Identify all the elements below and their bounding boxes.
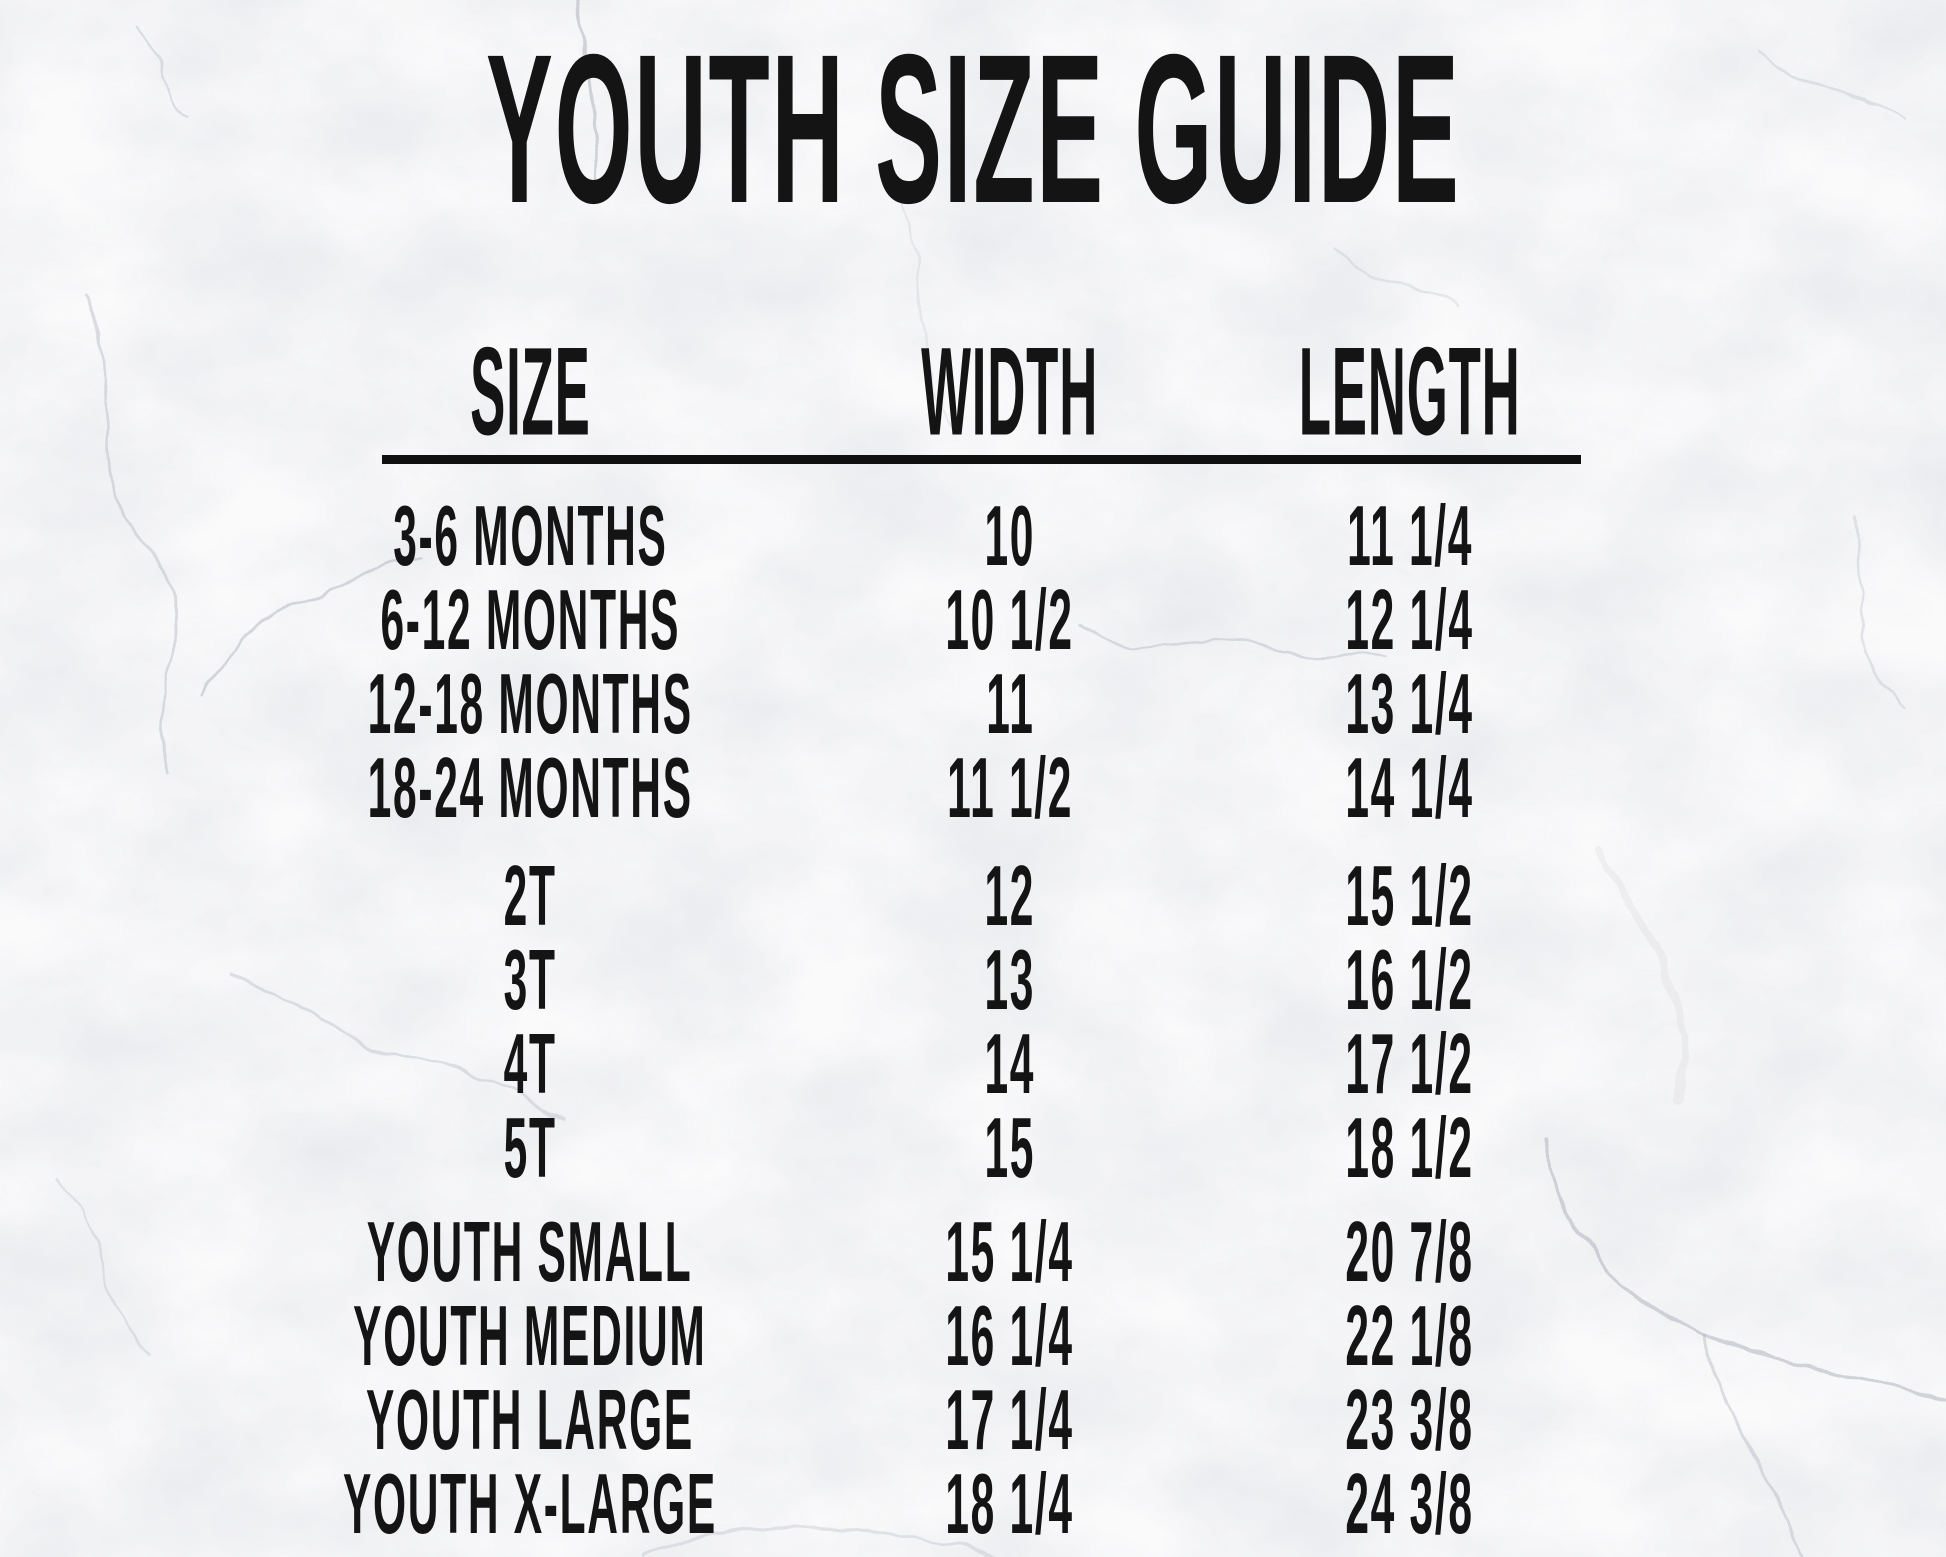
size-cell: 6-12 MONTHS xyxy=(380,572,680,668)
column-header-width: WIDTH xyxy=(921,320,1099,462)
width-cell: 14 xyxy=(984,1016,1036,1112)
size-cell: YOUTH LARGE xyxy=(365,1372,695,1468)
table-row: 5T 15 18 1/2 xyxy=(250,1100,1610,1196)
length-cell: 20 7/8 xyxy=(1345,1204,1475,1300)
row-group-toddler: 2T 12 15 1/2 3T 13 16 1/2 4T 14 17 1/2 5… xyxy=(250,848,1610,1196)
length-cell: 15 1/2 xyxy=(1345,848,1475,944)
header-divider-line xyxy=(382,455,1581,464)
table-header-row: SIZE WIDTH LENGTH xyxy=(250,320,1610,462)
width-cell: 15 1/4 xyxy=(945,1204,1075,1300)
table-row: YOUTH MEDIUM 16 1/4 22 1/8 xyxy=(250,1288,1610,1384)
width-cell: 10 xyxy=(984,488,1036,584)
width-cell: 11 xyxy=(985,656,1035,752)
length-cell: 13 1/4 xyxy=(1345,656,1475,752)
row-group-youth: YOUTH SMALL 15 1/4 20 7/8 YOUTH MEDIUM 1… xyxy=(250,1204,1610,1552)
table-row: YOUTH SMALL 15 1/4 20 7/8 xyxy=(250,1204,1610,1300)
size-cell: 5T xyxy=(503,1100,557,1196)
table-row: 3T 13 16 1/2 xyxy=(250,932,1610,1028)
width-cell: 11 1/2 xyxy=(946,740,1074,836)
length-cell: 17 1/2 xyxy=(1345,1016,1475,1112)
table-row: 2T 12 15 1/2 xyxy=(250,848,1610,944)
width-cell: 17 1/4 xyxy=(945,1372,1075,1468)
table-row: 3-6 MONTHS 10 11 1/4 xyxy=(250,488,1610,584)
page-title: YOUTH SIZE GUIDE xyxy=(0,11,1946,249)
size-cell: 12-18 MONTHS xyxy=(367,656,693,752)
size-cell: YOUTH MEDIUM xyxy=(353,1288,707,1384)
size-cell: 2T xyxy=(503,848,557,944)
length-cell: 24 3/8 xyxy=(1345,1456,1475,1552)
column-header-length: LENGTH xyxy=(1299,320,1521,462)
size-cell: 3-6 MONTHS xyxy=(392,488,668,584)
length-cell: 11 1/4 xyxy=(1346,488,1474,584)
size-table: SIZE WIDTH LENGTH 3-6 MONTHS 10 11 1/4 6… xyxy=(250,320,1610,1552)
table-row: 12-18 MONTHS 11 13 1/4 xyxy=(250,656,1610,752)
table-row: 18-24 MONTHS 11 1/2 14 1/4 xyxy=(250,740,1610,836)
table-row: YOUTH X-LARGE 18 1/4 24 3/8 xyxy=(250,1456,1610,1552)
size-cell: 18-24 MONTHS xyxy=(367,740,693,836)
size-cell: YOUTH X-LARGE xyxy=(343,1456,717,1552)
page-title-text: YOUTH SIZE GUIDE xyxy=(485,10,1461,249)
width-cell: 16 1/4 xyxy=(945,1288,1075,1384)
size-cell: 4T xyxy=(503,1016,557,1112)
length-cell: 16 1/2 xyxy=(1345,932,1475,1028)
table-row: 4T 14 17 1/2 xyxy=(250,1016,1610,1112)
length-cell: 12 1/4 xyxy=(1345,572,1475,668)
width-cell: 18 1/4 xyxy=(945,1456,1075,1552)
size-cell: YOUTH SMALL xyxy=(367,1204,693,1300)
width-cell: 13 xyxy=(984,932,1036,1028)
length-cell: 22 1/8 xyxy=(1345,1288,1475,1384)
width-cell: 12 xyxy=(984,848,1036,944)
length-cell: 18 1/2 xyxy=(1345,1100,1475,1196)
row-group-months: 3-6 MONTHS 10 11 1/4 6-12 MONTHS 10 1/2 … xyxy=(250,488,1610,836)
length-cell: 23 3/8 xyxy=(1345,1372,1475,1468)
table-row: 6-12 MONTHS 10 1/2 12 1/4 xyxy=(250,572,1610,668)
length-cell: 14 1/4 xyxy=(1345,740,1475,836)
width-cell: 15 xyxy=(984,1100,1036,1196)
column-header-size: SIZE xyxy=(469,320,591,462)
size-cell: 3T xyxy=(503,932,557,1028)
table-row: YOUTH LARGE 17 1/4 23 3/8 xyxy=(250,1372,1610,1468)
width-cell: 10 1/2 xyxy=(945,572,1075,668)
